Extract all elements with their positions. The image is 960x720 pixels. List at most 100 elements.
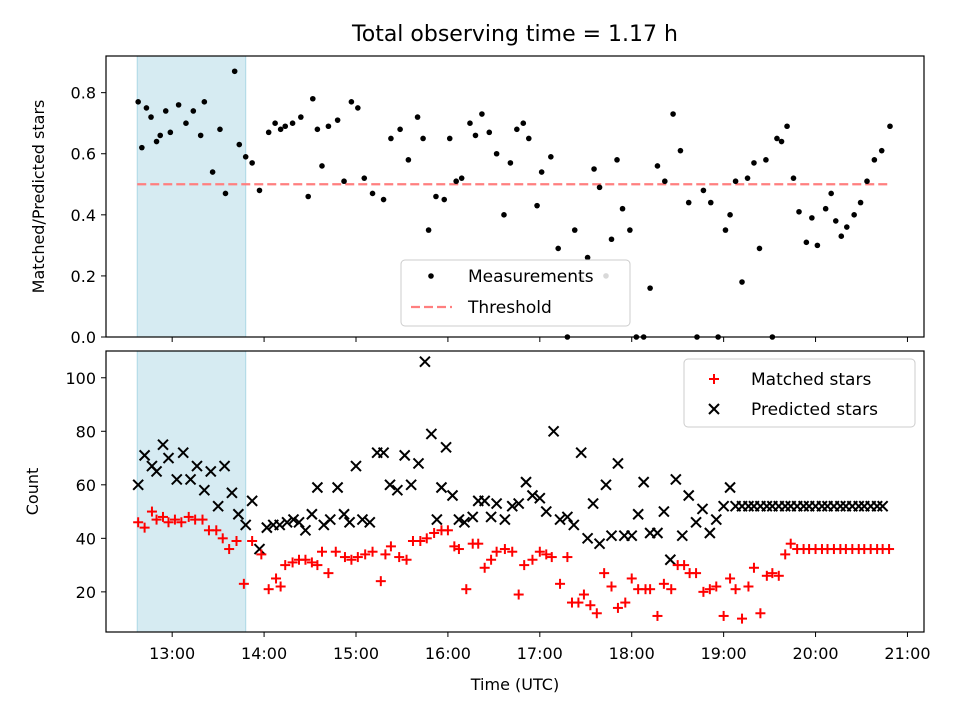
predicted-point bbox=[664, 554, 677, 566]
predicted-point bbox=[547, 425, 560, 437]
measurement-point bbox=[814, 242, 821, 249]
predicted-point-stroke bbox=[399, 449, 411, 462]
legend-label-predicted: Predicted stars bbox=[751, 400, 878, 420]
measurement-point bbox=[467, 120, 473, 126]
measurement-point bbox=[405, 157, 412, 163]
measurement-point bbox=[348, 99, 355, 105]
y-tick-label: 80 bbox=[76, 422, 96, 441]
predicted-point-stroke bbox=[581, 532, 594, 545]
matched-point bbox=[183, 511, 194, 522]
y-tick-label: 40 bbox=[76, 529, 96, 548]
measurement-point bbox=[222, 190, 229, 197]
matched-point bbox=[461, 584, 472, 595]
measurement-point bbox=[282, 123, 289, 130]
measurement-point bbox=[425, 227, 432, 233]
predicted-point bbox=[162, 452, 175, 464]
matched-point bbox=[691, 568, 702, 579]
predicted-point-stroke bbox=[676, 529, 688, 542]
matched-point bbox=[157, 511, 168, 522]
measurement-point bbox=[722, 227, 729, 233]
measurement-point bbox=[397, 126, 403, 133]
predicted-point bbox=[834, 500, 847, 512]
measurement-point bbox=[380, 196, 387, 203]
predicted-point bbox=[499, 513, 511, 526]
measurement-point bbox=[700, 187, 707, 194]
predicted-point bbox=[306, 508, 318, 520]
measurement-point bbox=[555, 245, 561, 252]
predicted-point bbox=[431, 513, 443, 526]
predicted-point-stroke bbox=[232, 508, 245, 520]
predicted-point bbox=[581, 532, 594, 545]
predicted-point-stroke bbox=[670, 473, 682, 486]
matched-point bbox=[133, 517, 144, 528]
matched-point bbox=[704, 584, 715, 595]
predicted-point bbox=[683, 489, 695, 502]
matched-point bbox=[151, 514, 162, 525]
predicted-point-stroke bbox=[490, 497, 503, 510]
predicted-point-stroke bbox=[568, 519, 580, 531]
predicted-point-stroke bbox=[391, 484, 404, 496]
measurement-point bbox=[744, 175, 751, 181]
measurement-point bbox=[619, 205, 626, 212]
predicted-point bbox=[853, 500, 865, 512]
measurement-point bbox=[608, 236, 615, 243]
predicted-point bbox=[446, 489, 459, 502]
y-tick-label: 0.8 bbox=[71, 84, 96, 103]
matched-point bbox=[479, 562, 490, 573]
predicted-point-stroke bbox=[458, 516, 471, 528]
matched-point bbox=[573, 597, 584, 608]
measurement-point bbox=[162, 108, 169, 114]
measurement-point bbox=[809, 215, 815, 221]
matched-point bbox=[280, 560, 291, 571]
measurement-point bbox=[647, 285, 653, 291]
measurement-point bbox=[153, 138, 160, 145]
matched-point bbox=[645, 584, 656, 595]
predicted-point bbox=[138, 449, 151, 462]
predicted-point-stroke bbox=[281, 516, 293, 528]
matched-point bbox=[339, 552, 350, 563]
matched-point bbox=[578, 589, 589, 600]
predicted-point-stroke bbox=[306, 508, 318, 520]
matched-point bbox=[737, 613, 748, 624]
predicted-point-stroke bbox=[299, 524, 312, 537]
x-tick-label: 21:00 bbox=[884, 644, 930, 663]
predicted-point bbox=[343, 516, 356, 528]
measurement-point bbox=[143, 105, 150, 111]
predicted-point-stroke bbox=[205, 465, 217, 478]
measurement-point bbox=[217, 126, 223, 133]
measurement-point bbox=[175, 102, 182, 108]
predicted-point-stroke bbox=[246, 495, 258, 507]
matched-point bbox=[606, 581, 617, 592]
matched-point bbox=[401, 554, 412, 565]
predicted-point-stroke bbox=[485, 511, 497, 523]
count-panel: 20 40 60 80 100 13:00 14:00 15:00 16:00 17:00 18:0… bbox=[23, 350, 931, 694]
predicted-point bbox=[575, 446, 587, 459]
x-tick-label: 15:00 bbox=[333, 644, 379, 663]
predicted-point bbox=[871, 500, 883, 512]
measurement-point bbox=[167, 129, 174, 136]
x-tick-label: 17:00 bbox=[517, 644, 563, 663]
matched-point bbox=[555, 578, 566, 589]
matched-point bbox=[761, 570, 772, 581]
predicted-point bbox=[150, 465, 163, 478]
measurement-point bbox=[501, 212, 507, 218]
measurement-point bbox=[584, 254, 591, 261]
predicted-point bbox=[171, 473, 183, 486]
predicted-point bbox=[742, 500, 755, 512]
matched-point bbox=[591, 608, 602, 619]
matched-point bbox=[453, 544, 464, 555]
plot-frame bbox=[105, 350, 925, 633]
predicted-point-stroke bbox=[171, 473, 183, 486]
measurement-point bbox=[249, 160, 255, 166]
predicted-point bbox=[440, 441, 452, 454]
matched-point bbox=[442, 525, 453, 536]
predicted-point bbox=[651, 527, 664, 539]
predicted-point-stroke bbox=[593, 537, 606, 550]
predicted-point bbox=[612, 457, 624, 470]
measurement-point bbox=[148, 114, 154, 120]
measurement-point bbox=[778, 138, 785, 145]
predicted-point bbox=[526, 489, 539, 502]
y-tick-label: 0.2 bbox=[71, 267, 96, 286]
plot-frame bbox=[105, 55, 925, 338]
predicted-point bbox=[690, 516, 702, 528]
